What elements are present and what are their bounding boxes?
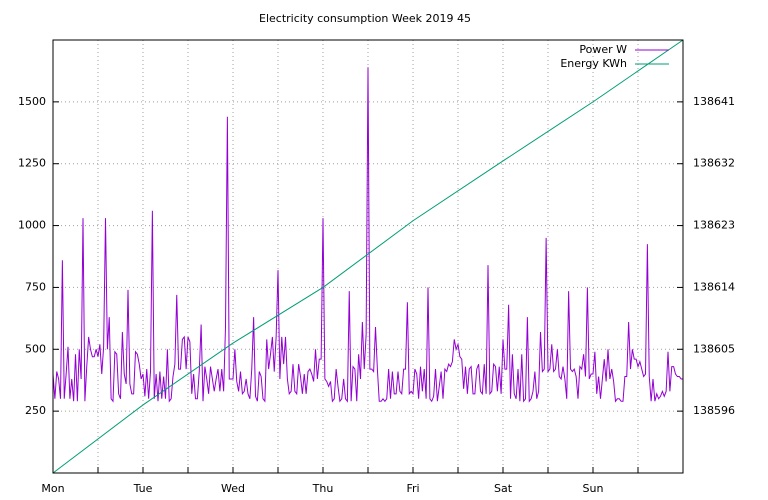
- x-tick-label: Sat: [494, 482, 513, 495]
- y-tick-label: 1250: [18, 157, 46, 170]
- legend-label: Energy KWh: [560, 57, 627, 70]
- x-tick-label: Sun: [583, 482, 604, 495]
- series-line: [52, 39, 684, 474]
- y-tick-label: 250: [25, 404, 46, 417]
- y2-tick-label: 138641: [693, 95, 735, 108]
- y2-tick-label: 138596: [693, 404, 735, 417]
- y-tick-label: 1000: [18, 219, 46, 232]
- x-tick-label: Thu: [312, 482, 334, 495]
- x-tick-label: Fri: [406, 482, 419, 495]
- y2-tick-label: 138614: [693, 280, 735, 293]
- x-tick-label: Tue: [133, 482, 153, 495]
- x-tick-label: Wed: [221, 482, 245, 495]
- chart-title: Electricity consumption Week 2019 45: [259, 12, 471, 25]
- y-tick-label: 1500: [18, 95, 46, 108]
- y2-tick-label: 138632: [693, 157, 735, 170]
- y-tick-label: 500: [25, 342, 46, 355]
- y2-tick-label: 138605: [693, 342, 735, 355]
- legend-label: Power W: [579, 43, 627, 56]
- series-line: [52, 67, 683, 403]
- plot-border: [52, 39, 684, 474]
- y2-tick-label: 138623: [693, 219, 735, 232]
- y-tick-label: 750: [25, 280, 46, 293]
- x-tick-label: Mon: [41, 482, 64, 495]
